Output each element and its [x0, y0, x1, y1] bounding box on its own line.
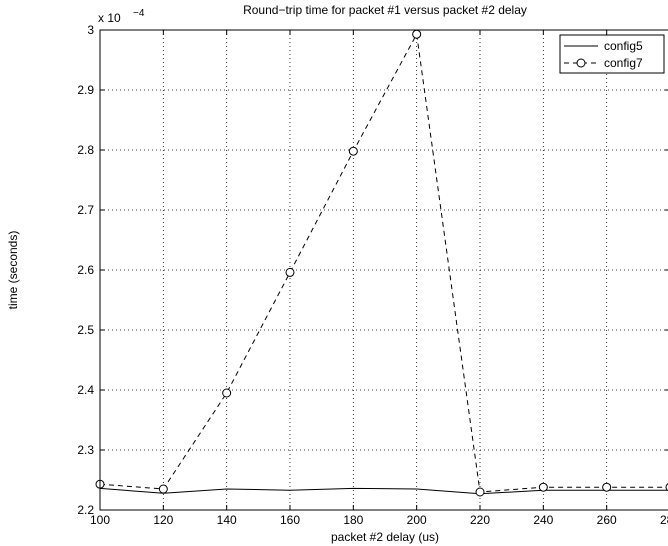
data-point-config7 — [538, 482, 548, 492]
legend-marker-config7 — [576, 58, 586, 68]
y-exponent-label: x 10 — [98, 11, 121, 25]
y-tick-label: 3 — [87, 23, 94, 37]
legend: config5 config7 — [559, 34, 665, 74]
data-point-config7 — [285, 267, 295, 277]
data-point-config7 — [412, 29, 422, 39]
y-tick-label: 2.3 — [77, 443, 94, 457]
data-point-config7 — [348, 146, 358, 156]
y-tick-label: 2.7 — [77, 203, 94, 217]
tick-labels: 100 120 140 160 180 200 220 240 260 280 2.2 2.3 2.4 2… — [77, 23, 668, 527]
legend-label-config7: config7 — [604, 56, 643, 70]
x-tick-label: 200 — [407, 513, 427, 527]
data-point-config7 — [602, 482, 612, 492]
series-layer — [95, 29, 668, 497]
y-tick-label: 2.8 — [77, 143, 94, 157]
y-tick-label: 2.4 — [77, 383, 94, 397]
x-tick-label: 180 — [343, 513, 363, 527]
grid — [100, 30, 668, 510]
y-tick-label: 2.2 — [77, 503, 94, 517]
y-exponent-power: −4 — [133, 8, 145, 19]
y-tick-label: 2.6 — [77, 263, 94, 277]
x-tick-label: 240 — [533, 513, 553, 527]
x-tick-label: 280 — [660, 513, 668, 527]
x-tick-label: 260 — [597, 513, 617, 527]
y-tick-label: 2.5 — [77, 323, 94, 337]
data-point-config7 — [158, 484, 168, 494]
chart-title: Round−trip time for packet #1 versus pac… — [243, 3, 527, 17]
series-line-config5 — [99, 487, 668, 495]
x-tick-label: 100 — [90, 513, 110, 527]
y-tick-label: 2.9 — [77, 83, 94, 97]
data-point-config7 — [222, 388, 232, 398]
legend-label-config5: config5 — [604, 39, 643, 53]
y-axis-label: time (seconds) — [6, 231, 20, 310]
x-tick-label: 220 — [470, 513, 490, 527]
x-tick-label: 160 — [280, 513, 300, 527]
x-tick-label: 120 — [153, 513, 173, 527]
axes-box — [99, 29, 668, 511]
x-tick-label: 140 — [217, 513, 237, 527]
data-point-config7 — [475, 487, 485, 497]
series-line-config7 — [99, 32, 668, 493]
x-axis-label: packet #2 delay (us) — [331, 530, 439, 544]
legend-box — [559, 34, 665, 74]
